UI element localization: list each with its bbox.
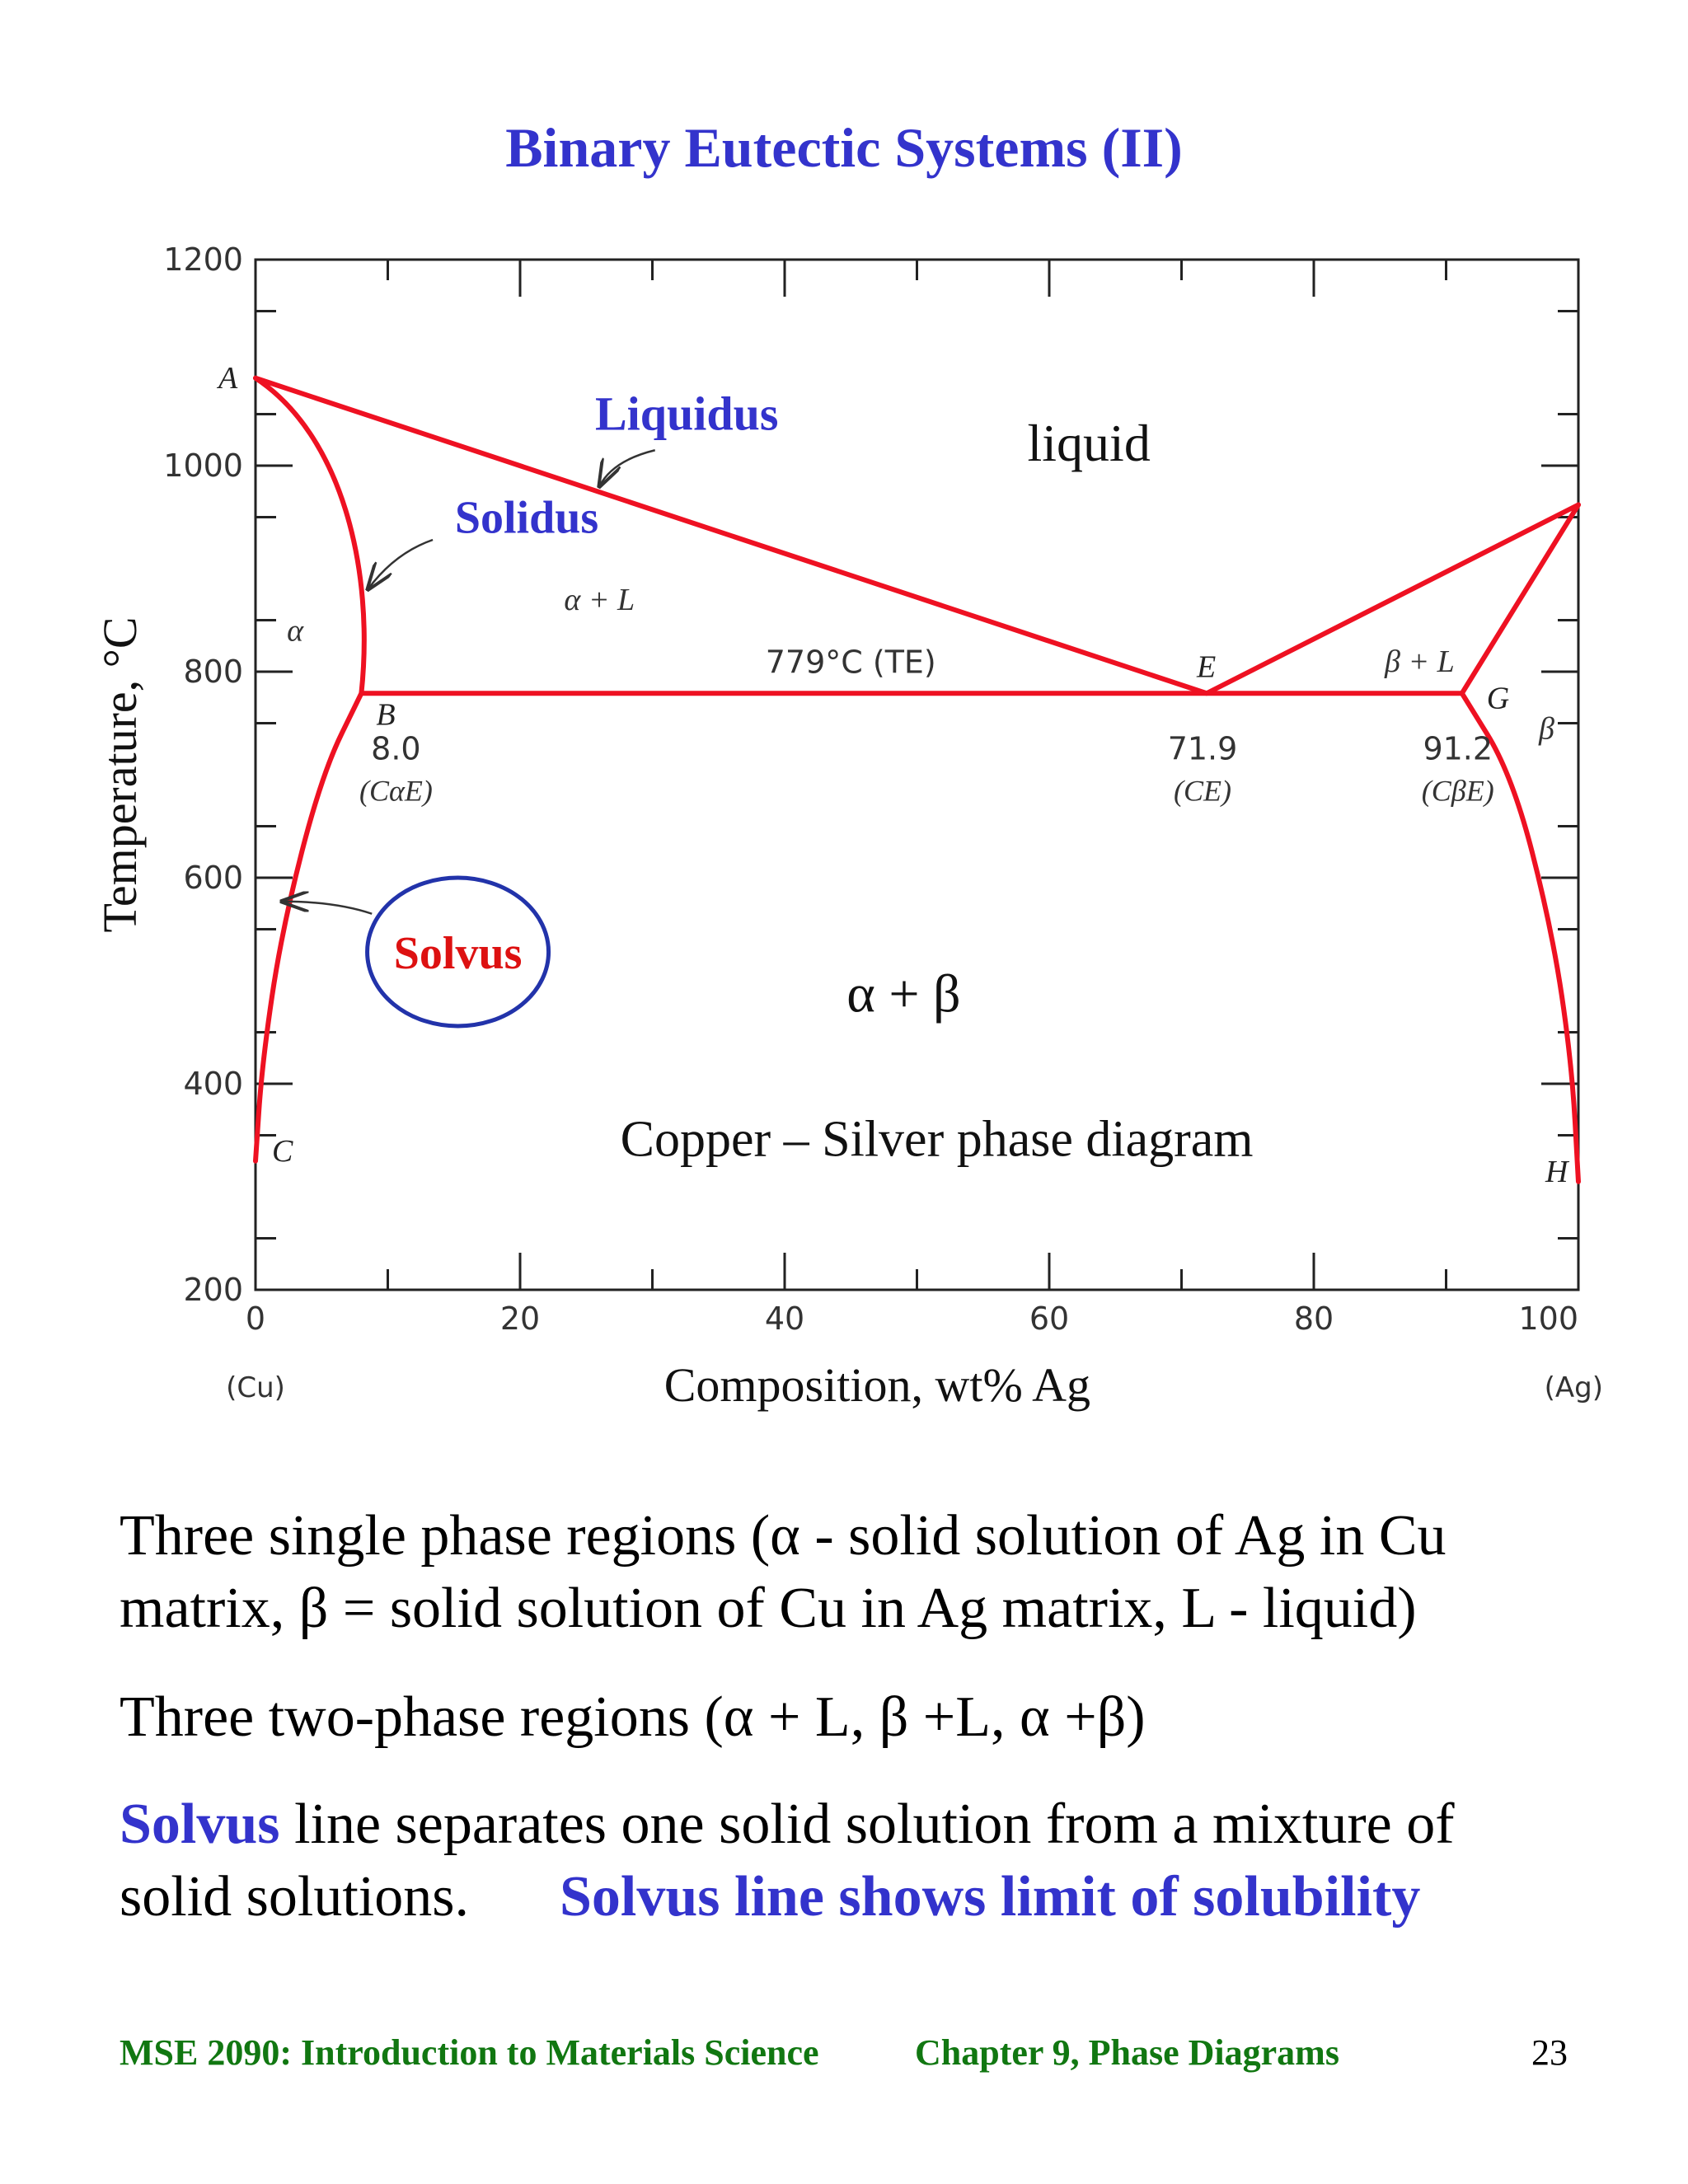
- solidus-line: [253, 375, 367, 696]
- y-tick-label: 600: [183, 860, 243, 896]
- footer-chapter: Chapter 9, Phase Diagrams: [915, 2032, 1339, 2073]
- x-end-label-cu: (Cu): [226, 1371, 285, 1404]
- composition-value-label: 8.0: [371, 730, 420, 766]
- x-tick-label: 100: [1518, 1301, 1578, 1337]
- point-label-g: G: [1487, 681, 1509, 715]
- solvus-beta-line: [1459, 691, 1581, 1184]
- point-label-a: A: [216, 361, 238, 396]
- paragraph-solvus: Solvus line separates one solid solution…: [120, 1788, 1455, 1933]
- liquidus-label: Liquidus: [595, 387, 779, 440]
- paragraph-single-phase-line2: matrix, β = solid solution of Cu in Ag m…: [120, 1577, 1417, 1640]
- y-axis-title: Temperature, °C: [95, 616, 147, 932]
- diagram-labels: 200 400 600 800 1000 1200 0 20 40 60 80 100 A B C E G H 8.…: [95, 241, 1603, 1412]
- phase-boundaries: [253, 375, 1581, 1184]
- x-tick-label: 80: [1294, 1301, 1334, 1337]
- eutectic-temperature-label: 779°C (TE): [766, 644, 936, 680]
- x-tick-label: 60: [1029, 1301, 1069, 1337]
- region-label-alpha-plus-liquid: α + L: [564, 583, 635, 617]
- paragraph-two-phase: Three two-phase regions (α + L, β +L, α …: [120, 1685, 1146, 1749]
- solidus-beta-line: [1459, 502, 1581, 696]
- solvus-solubility-statement: Solvus line shows limit of solubility: [559, 1865, 1421, 1929]
- solvus-highlight-ellipse: [365, 875, 551, 1029]
- solvus-arrow: [282, 902, 373, 915]
- point-label-e: E: [1196, 649, 1216, 684]
- composition-value-label: 91.2: [1423, 730, 1493, 766]
- paragraph-single-phase-line1: Three single phase regions (α - solid so…: [120, 1504, 1447, 1568]
- composition-symbol-label: (CE): [1174, 774, 1231, 807]
- region-label-alpha: α: [287, 614, 304, 649]
- x-tick-label: 0: [246, 1301, 265, 1337]
- diagram-title: Copper – Silver phase diagram: [621, 1112, 1254, 1168]
- footer-course: MSE 2090: Introduction to Materials Scie…: [120, 2032, 819, 2073]
- y-tick-label: 800: [183, 654, 243, 690]
- point-label-h: H: [1545, 1155, 1570, 1189]
- y-tick-label: 1000: [163, 448, 243, 484]
- y-tick-label: 1200: [163, 241, 243, 278]
- point-label-b: B: [376, 697, 395, 732]
- region-label-alpha-plus-beta: α + β: [846, 964, 960, 1024]
- y-tick-label: 400: [183, 1066, 243, 1102]
- x-axis-title: Composition, wt% Ag: [664, 1358, 1090, 1412]
- paragraph-single-phase: Three single phase regions (α - solid so…: [120, 1500, 1447, 1645]
- solidus-arrow: [368, 538, 434, 589]
- point-label-c: C: [272, 1134, 293, 1169]
- region-label-beta-plus-liquid: β + L: [1384, 644, 1455, 679]
- phase-diagram: 200 400 600 800 1000 1200 0 20 40 60 80 100 A B C E G H 8.…: [95, 241, 1603, 1412]
- page-number: 23: [1531, 2032, 1568, 2073]
- composition-symbol-label: (CβE): [1422, 774, 1494, 807]
- x-end-label-ag: (Ag): [1545, 1371, 1603, 1404]
- slide-title: Binary Eutectic Systems (II): [505, 116, 1183, 179]
- paragraph-solvus-line1: line separates one solid solution from a…: [279, 1793, 1455, 1856]
- x-tick-label: 20: [500, 1301, 540, 1337]
- solvus-alpha-line: [253, 691, 364, 1164]
- region-label-beta: β: [1538, 711, 1554, 746]
- y-tick-label: 200: [183, 1272, 243, 1308]
- solvus-term: Solvus: [120, 1793, 280, 1856]
- solvus-label: Solvus: [394, 928, 523, 979]
- solidus-label: Solidus: [455, 492, 598, 543]
- region-label-liquid: liquid: [1027, 414, 1150, 472]
- composition-value-label: 71.9: [1168, 730, 1238, 766]
- x-tick-label: 40: [765, 1301, 804, 1337]
- composition-symbol-label: (CαE): [359, 774, 433, 807]
- paragraph-solvus-line2: solid solutions.: [120, 1865, 469, 1929]
- liquidus-arrow: [599, 449, 656, 486]
